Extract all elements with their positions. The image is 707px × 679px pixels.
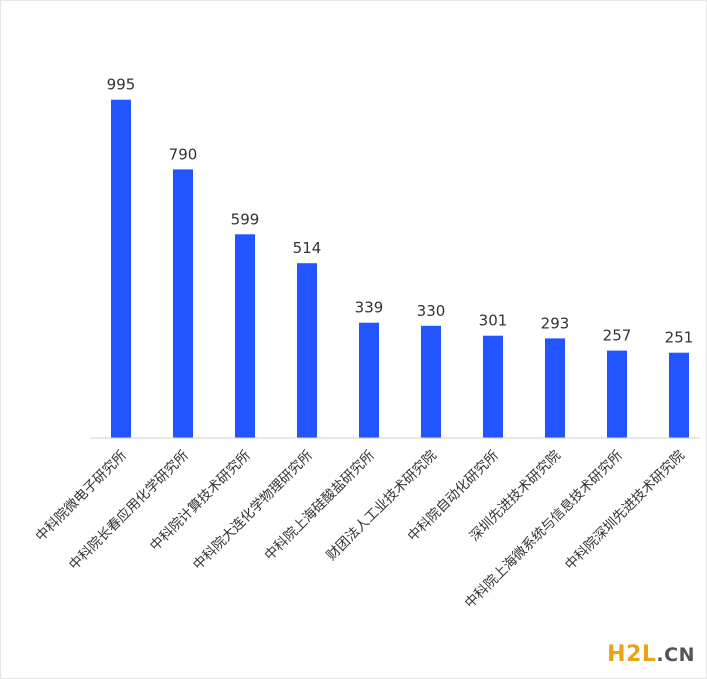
value-label-3: 514 (293, 239, 322, 257)
value-label-7: 293 (541, 314, 570, 332)
bar-4 (359, 322, 379, 438)
value-label-8: 257 (603, 327, 632, 345)
category-label-3: 中科院大连化学物理研究所 (190, 448, 316, 574)
bar-6 (483, 335, 503, 438)
bar-7 (545, 338, 565, 438)
bar-8 (607, 350, 627, 438)
value-label-6: 301 (479, 312, 508, 330)
category-label-4: 中科院上海硅酸盐研究所 (262, 448, 378, 564)
bar-0 (111, 99, 131, 438)
category-label-5: 财团法人工业技术研究院 (324, 447, 441, 564)
bar-2 (235, 234, 255, 438)
bars-group (111, 99, 689, 438)
category-label-1: 中科院长春应用化学研究所 (65, 447, 192, 574)
value-label-4: 339 (355, 299, 384, 317)
value-label-9: 251 (665, 329, 694, 347)
value-label-0: 995 (107, 76, 136, 94)
watermark-h2l: H2L (607, 642, 657, 667)
value-label-5: 330 (417, 302, 446, 320)
watermark-cn: .CN (656, 644, 695, 666)
value-label-1: 790 (169, 145, 198, 163)
category-label-2: 中科院计算技术研究所 (147, 448, 254, 555)
value-labels-group: 995 790 599 514 339 330 301 293 257 251 (107, 76, 694, 347)
bar-1 (173, 169, 193, 438)
bar-5 (421, 325, 441, 438)
bar-3 (297, 263, 317, 438)
watermark-logo: H2L.CN (607, 642, 695, 667)
category-labels-group: 中科院微电子研究所中科院长春应用化学研究所中科院计算技术研究所中科院大连化学物理… (33, 447, 689, 612)
bar-9 (669, 352, 689, 438)
category-label-9: 中科院深圳先进技术研究院 (562, 447, 688, 573)
value-label-2: 599 (231, 210, 260, 228)
